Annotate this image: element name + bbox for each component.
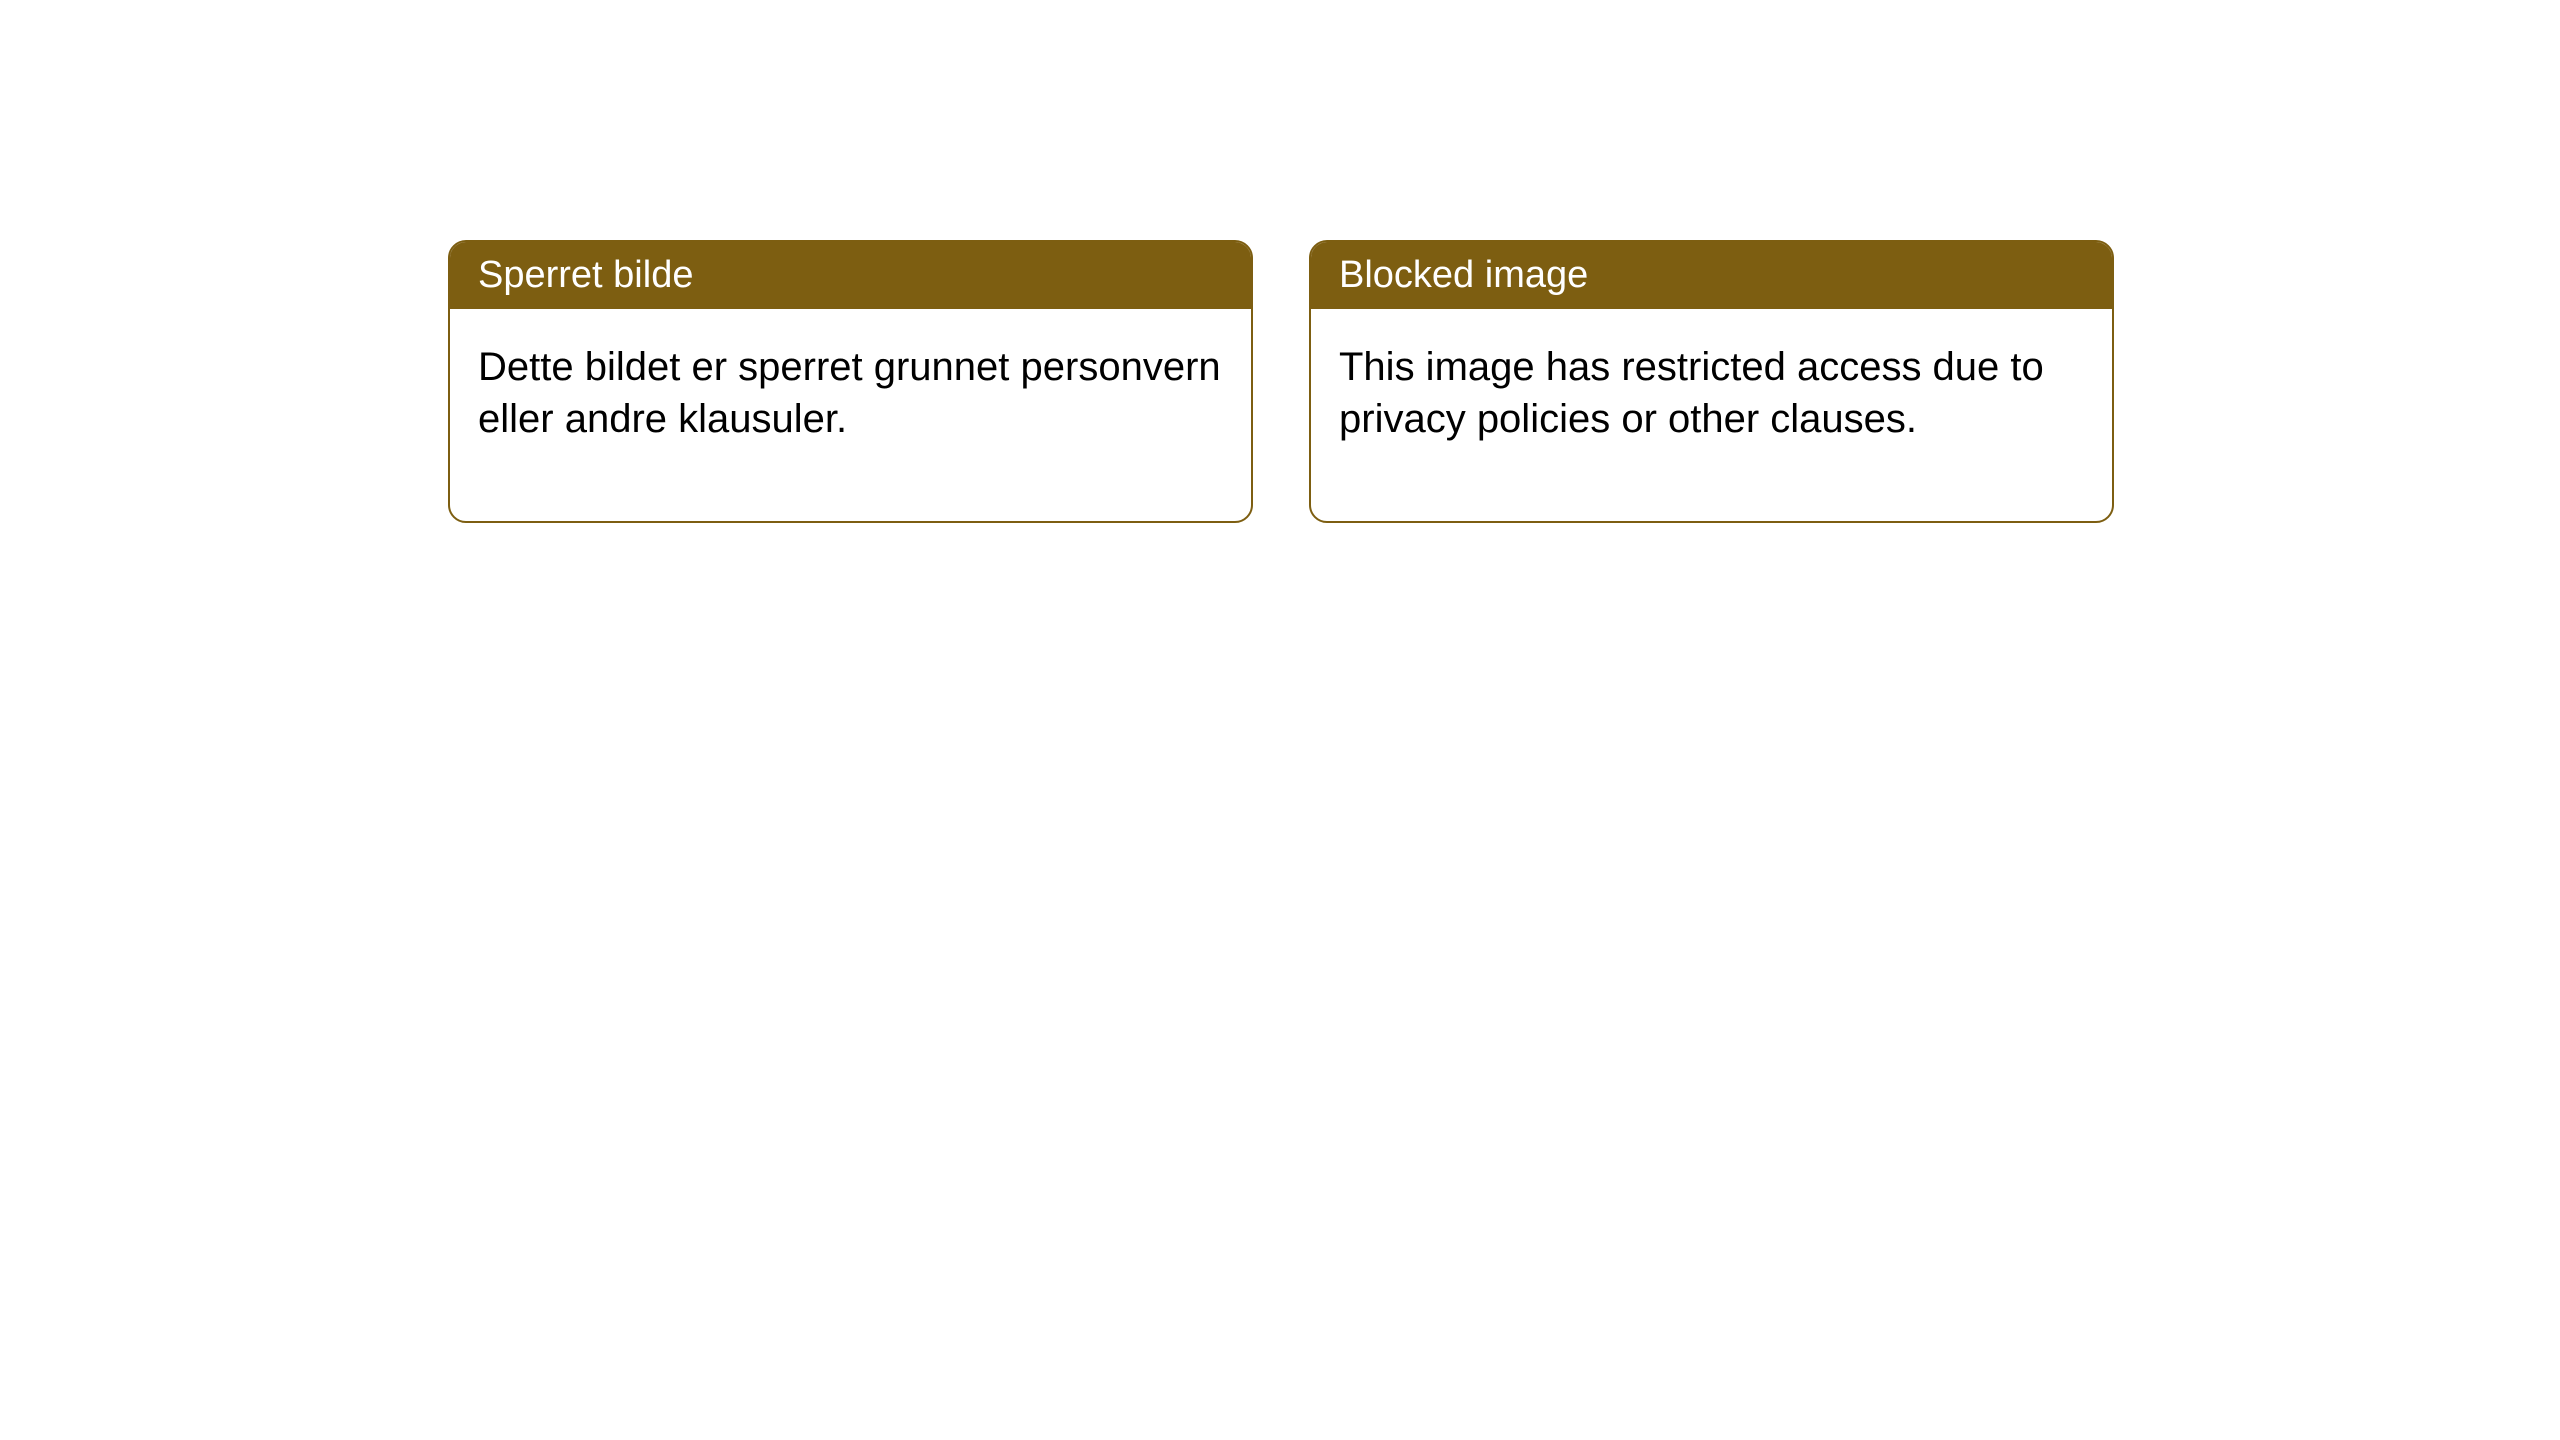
notice-body-english: This image has restricted access due to … <box>1311 309 2112 521</box>
notice-title-english: Blocked image <box>1311 242 2112 309</box>
notice-container: Sperret bilde Dette bildet er sperret gr… <box>448 240 2114 523</box>
notice-card-english: Blocked image This image has restricted … <box>1309 240 2114 523</box>
notice-card-norwegian: Sperret bilde Dette bildet er sperret gr… <box>448 240 1253 523</box>
notice-title-norwegian: Sperret bilde <box>450 242 1251 309</box>
notice-body-norwegian: Dette bildet er sperret grunnet personve… <box>450 309 1251 521</box>
